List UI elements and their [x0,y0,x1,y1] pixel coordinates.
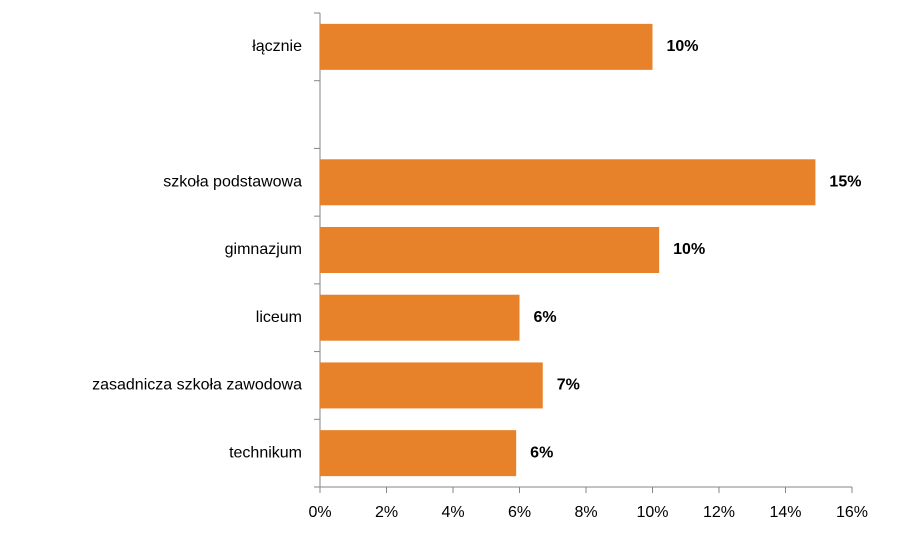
bar [320,430,517,477]
x-tick-label: 12% [703,504,735,521]
bar [320,362,543,409]
y-tick-label: łącznie [252,38,302,55]
x-tick-label: 0% [308,504,331,521]
y-tick-label: szkoła podstawowa [163,174,302,191]
x-tick-label: 16% [836,504,868,521]
y-tick-label: zasadnicza szkoła zawodowa [92,377,302,394]
value-label: 6% [534,309,557,326]
value-label: 10% [667,38,699,55]
x-tick-label: 10% [636,504,668,521]
value-label: 6% [530,444,553,461]
x-tick-label: 14% [769,504,801,521]
bar [320,159,816,206]
y-tick-label: gimnazjum [225,241,302,258]
x-tick-label: 8% [574,504,597,521]
y-tick-label: technikum [229,444,302,461]
bar [320,23,653,70]
y-tick-label: liceum [256,309,302,326]
x-tick-label: 4% [441,504,464,521]
value-label: 7% [557,377,580,394]
value-label: 15% [829,174,861,191]
x-tick-label: 6% [508,504,531,521]
value-label: 10% [673,241,705,258]
x-tick-label: 2% [375,504,398,521]
bar [320,227,660,273]
bar [320,294,520,341]
